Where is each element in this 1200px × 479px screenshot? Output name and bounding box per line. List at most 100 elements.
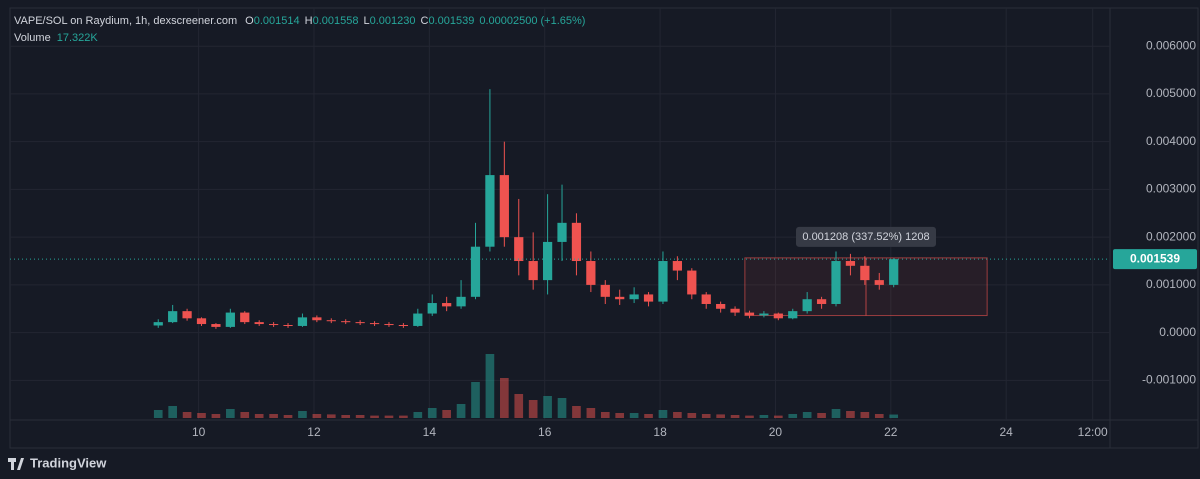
volume-bar	[586, 408, 596, 418]
candle-body	[341, 321, 351, 323]
volume-bar	[355, 415, 365, 418]
legend-title: VAPE/SOL on Raydium, 1h, dexscreener.com…	[14, 15, 585, 27]
candle-body	[268, 324, 279, 326]
ohlc-key: L	[363, 15, 369, 27]
volume-bar	[442, 410, 451, 418]
volume-bar	[557, 398, 567, 418]
x-tick-label: 22	[884, 425, 898, 439]
x-tick-label: 12:00	[1078, 425, 1108, 439]
volume-bar	[471, 382, 480, 418]
candle-body	[542, 241, 553, 281]
volume-bar	[572, 406, 581, 418]
volume-bar	[283, 415, 293, 418]
ohlc-key: C	[420, 15, 428, 27]
candle-body	[615, 296, 625, 300]
volume-bar	[427, 408, 437, 418]
brand: TradingView	[30, 455, 107, 470]
volume-bar	[211, 414, 221, 418]
candle-body	[672, 261, 682, 271]
candle-body	[874, 280, 884, 285]
candle-body	[427, 303, 437, 314]
volume-bar	[528, 400, 538, 418]
y-tick-label: 0.002000	[1146, 229, 1196, 243]
volume-bar	[759, 415, 769, 418]
volume-bar	[788, 414, 798, 418]
candle-body	[744, 312, 755, 316]
candle-body	[571, 222, 582, 262]
volume-bar	[716, 414, 725, 418]
volume-bar	[168, 406, 177, 418]
volume-value: 17.322K	[57, 32, 99, 44]
candle-body	[514, 237, 524, 262]
ohlc-key: H	[305, 15, 313, 27]
volume-bar	[644, 414, 653, 418]
volume-bar	[831, 409, 841, 418]
frame	[9, 7, 1199, 449]
volume-bar	[182, 412, 192, 418]
volume-bar	[846, 411, 855, 418]
volume-bar	[615, 413, 625, 418]
volume-bar	[384, 415, 394, 418]
candle-body	[168, 311, 178, 323]
measure-label: 0.001208 (337.52%) 1208	[802, 231, 929, 243]
volume-bar	[456, 404, 466, 418]
x-tick-label: 10	[192, 425, 206, 439]
volume-bar	[254, 414, 264, 418]
volume-bar	[485, 354, 495, 418]
candle-body	[831, 261, 841, 304]
volume-bar	[226, 409, 235, 418]
candle-body	[658, 261, 668, 302]
candle-body	[470, 246, 481, 297]
candle-body	[297, 317, 308, 326]
volume-bar	[370, 415, 379, 418]
legend-volume: Volume 17.322K	[14, 32, 98, 44]
candle-body	[211, 324, 221, 327]
x-tick-label: 16	[538, 425, 552, 439]
y-tick-label: 0.001000	[1146, 277, 1196, 291]
candle-body	[687, 270, 697, 295]
candle-body	[600, 284, 610, 297]
candle-body	[759, 313, 769, 316]
volume-bar	[860, 412, 870, 418]
x-tick-label: 24	[999, 425, 1013, 439]
candle-body	[312, 317, 322, 321]
x-tick-label: 12	[307, 425, 321, 439]
candle-body	[629, 294, 639, 300]
volume-bar	[658, 410, 668, 418]
y-tick-label: 0.004000	[1146, 134, 1196, 148]
candle-body	[816, 299, 827, 304]
volume-label: Volume	[14, 32, 51, 44]
candle-body	[716, 303, 726, 309]
candle-body	[153, 322, 163, 326]
marks: 0.001208 (337.52%) 1208	[10, 89, 1110, 418]
y-tick-label: -0.001000	[1142, 373, 1196, 387]
change: 0.00002500 (+1.65%)	[479, 15, 585, 27]
x-tick-label: 18	[653, 425, 667, 439]
volume-bar	[687, 413, 697, 418]
candle-body	[586, 261, 596, 285]
candle-body	[240, 312, 250, 323]
candle-body	[730, 308, 740, 313]
volume-bar	[673, 412, 682, 418]
x-tick-label: 20	[769, 425, 783, 439]
grid	[10, 8, 1110, 420]
ohlc-value: 0.001514	[254, 15, 300, 27]
candle-body	[225, 312, 235, 327]
candle-body	[384, 324, 394, 326]
candle-body	[499, 175, 509, 238]
volume-bar	[701, 414, 711, 418]
volume-bar	[774, 415, 783, 418]
volume-bar	[802, 412, 812, 418]
volume-bar	[543, 396, 552, 418]
candle-body	[773, 313, 783, 319]
volume-bar	[514, 394, 524, 418]
brand-logo	[8, 458, 24, 470]
candle-body	[701, 294, 711, 304]
volume-bar	[197, 413, 206, 418]
volume-bar	[399, 415, 408, 418]
volume-bar	[269, 414, 278, 418]
measure-label-bg	[796, 226, 937, 247]
candle-body	[643, 294, 654, 302]
ohlc-key: O	[245, 15, 254, 27]
